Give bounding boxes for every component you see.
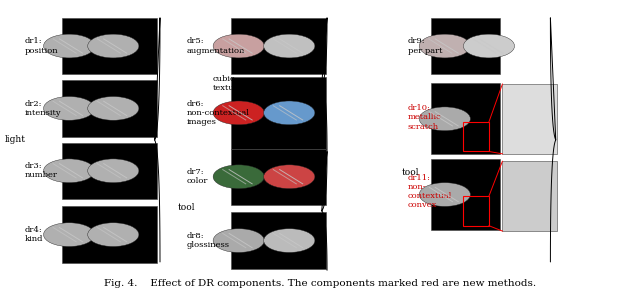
Text: dr3:
number: dr3: number: [24, 162, 57, 179]
Bar: [62, 18, 157, 74]
Bar: [62, 206, 157, 263]
Circle shape: [44, 97, 95, 120]
Text: dr8:
glossiness: dr8: glossiness: [187, 232, 230, 249]
Circle shape: [88, 34, 139, 58]
Circle shape: [264, 34, 315, 58]
Text: dr6:
non-contextual
images: dr6: non-contextual images: [187, 100, 250, 126]
Bar: [463, 196, 489, 226]
Bar: [231, 18, 326, 74]
Bar: [231, 212, 326, 269]
Bar: [62, 80, 157, 137]
Text: dr2:
intensity: dr2: intensity: [24, 100, 61, 117]
Circle shape: [419, 34, 470, 58]
Text: Fig. 4.    Effect of DR components. The components marked red are new methods.: Fig. 4. Effect of DR components. The com…: [104, 279, 536, 288]
Circle shape: [213, 101, 264, 125]
Circle shape: [213, 165, 264, 189]
Text: light: light: [5, 135, 26, 144]
Bar: [463, 122, 489, 151]
Bar: [431, 83, 500, 154]
Bar: [231, 77, 326, 148]
Text: tool: tool: [178, 203, 195, 212]
Text: dr4:
kind: dr4: kind: [24, 226, 43, 243]
Circle shape: [88, 159, 139, 183]
Circle shape: [419, 183, 470, 206]
Circle shape: [213, 34, 264, 58]
Bar: [231, 148, 326, 205]
Bar: [502, 161, 557, 231]
Text: dr1:
position: dr1: position: [24, 37, 58, 55]
Circle shape: [44, 223, 95, 247]
Text: cubic
texture: cubic texture: [213, 75, 244, 92]
Bar: [502, 84, 557, 154]
Circle shape: [264, 165, 315, 189]
Circle shape: [264, 101, 315, 125]
Text: dr9:
per part: dr9: per part: [408, 37, 442, 55]
Text: dr5:
augmentation: dr5: augmentation: [187, 37, 245, 55]
Text: dr11:
non-
contextual
convex: dr11: non- contextual convex: [408, 174, 452, 209]
Text: dr7:
color: dr7: color: [187, 168, 208, 185]
Circle shape: [44, 159, 95, 183]
Circle shape: [88, 97, 139, 120]
Circle shape: [213, 229, 264, 252]
Circle shape: [463, 34, 515, 58]
Bar: [431, 159, 500, 230]
Bar: [431, 18, 500, 74]
Text: tool: tool: [401, 168, 419, 177]
Circle shape: [264, 229, 315, 252]
Bar: [62, 143, 157, 199]
Circle shape: [419, 107, 470, 131]
Circle shape: [44, 34, 95, 58]
Text: dr10:
metallic
scratch: dr10: metallic scratch: [408, 104, 442, 130]
Circle shape: [88, 223, 139, 247]
